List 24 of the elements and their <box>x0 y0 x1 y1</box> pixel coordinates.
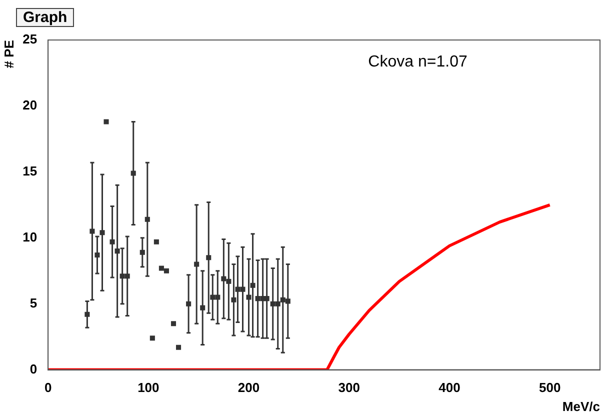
point <box>246 294 252 300</box>
point <box>158 266 164 271</box>
point <box>104 119 109 124</box>
x-tick-label: 200 <box>238 380 260 396</box>
x-tick-label: 400 <box>438 380 460 396</box>
x-tick-label: 100 <box>138 380 160 396</box>
point <box>150 336 155 341</box>
x-tick-label: 500 <box>538 380 561 396</box>
y-tick-label: 20 <box>22 98 38 113</box>
point <box>170 321 176 326</box>
point <box>164 268 169 274</box>
chart-title: Graph <box>16 8 74 27</box>
x-tick-label: 300 <box>338 380 360 396</box>
point <box>176 344 182 350</box>
y-tick-label: 25 <box>22 32 38 47</box>
y-axis-title: # PE <box>1 40 16 68</box>
point <box>154 239 159 244</box>
y-tick-label: 10 <box>22 229 38 244</box>
annotation: Ckova n=1.07 <box>368 53 468 70</box>
x-axis-title: MeV/c <box>562 398 600 414</box>
y-tick-label: 15 <box>22 164 38 178</box>
y-tick-label: 5 <box>30 295 38 310</box>
y-tick-label: 0 <box>30 361 38 376</box>
x-tick-label: 0 <box>44 380 52 396</box>
